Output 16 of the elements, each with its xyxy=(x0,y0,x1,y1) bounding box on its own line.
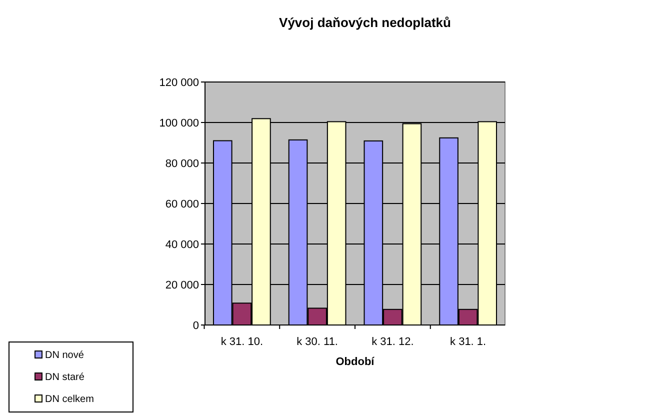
legend-label: DN celkem xyxy=(45,394,94,405)
legend-label: DN staré xyxy=(45,372,85,383)
y-tick-label: 40 000 xyxy=(165,239,199,251)
legend-label: DN nové xyxy=(45,350,84,361)
y-tick-label: 60 000 xyxy=(165,198,199,210)
y-tick-label: 0 xyxy=(192,320,199,332)
chart-title: Vývoj daňových nedoplatků xyxy=(279,15,452,30)
y-tick-label: 100 000 xyxy=(159,118,199,130)
y-tick-label: 120 000 xyxy=(159,77,199,89)
y-tick-label: 20 000 xyxy=(165,280,199,292)
x-tick-label: k 31. 12. xyxy=(372,336,414,348)
x-axis-title: Období xyxy=(336,356,376,368)
x-tick-label: k 31. 1. xyxy=(450,336,486,348)
x-tick-label: k 31. 10. xyxy=(220,336,264,348)
y-tick-label: 80 000 xyxy=(165,158,199,170)
x-tick-label: k 30. 11. xyxy=(296,336,338,348)
